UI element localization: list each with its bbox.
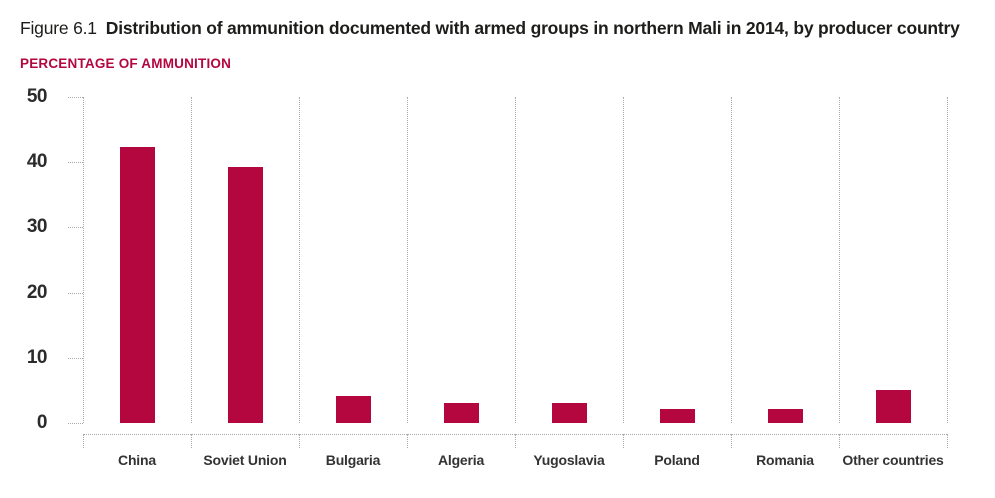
y-axis-line bbox=[83, 97, 84, 423]
y-axis-tick bbox=[68, 227, 83, 229]
bar bbox=[875, 389, 911, 423]
y-tick-label: 50 bbox=[26, 86, 48, 107]
column-gridline bbox=[407, 97, 408, 423]
x-axis-line bbox=[83, 434, 947, 435]
y-tick-label: 30 bbox=[26, 216, 48, 238]
x-category-label: Other countries bbox=[842, 452, 944, 468]
x-category-label: China bbox=[118, 452, 156, 468]
y-axis-tick bbox=[68, 423, 83, 424]
x-axis-tick bbox=[407, 434, 408, 448]
x-axis-tick bbox=[299, 434, 300, 448]
column-gridline bbox=[191, 97, 192, 423]
x-axis-tick bbox=[947, 434, 948, 448]
column-gridline bbox=[515, 97, 516, 423]
x-category-label: Soviet Union bbox=[203, 452, 287, 468]
x-category-label: Algeria bbox=[437, 452, 485, 468]
x-category-label: Yugoslavia bbox=[533, 452, 605, 468]
y-axis-tick bbox=[68, 97, 83, 98]
x-axis-tick bbox=[83, 434, 84, 448]
figure-number: Figure 6.1 bbox=[20, 18, 97, 38]
y-tick-label: 10 bbox=[26, 346, 48, 368]
column-gridline bbox=[623, 97, 624, 423]
x-category-label: Bulgaria bbox=[325, 452, 381, 468]
bar bbox=[659, 409, 695, 423]
y-tick-label: 40 bbox=[26, 151, 48, 173]
y-axis-tick bbox=[68, 162, 83, 164]
bar bbox=[227, 166, 263, 423]
x-axis-tick bbox=[191, 434, 192, 448]
y-axis-tick bbox=[68, 357, 83, 359]
y-tick-label: 20 bbox=[26, 281, 48, 303]
y-tick-label: 0 bbox=[36, 412, 48, 433]
figure-title-text: Distribution of ammunition documented wi… bbox=[105, 18, 960, 38]
y-axis-title: PERCENTAGE OF AMMUNITION bbox=[20, 56, 232, 71]
x-axis-tick bbox=[731, 434, 732, 448]
column-gridline bbox=[947, 97, 948, 423]
column-gridline bbox=[731, 97, 732, 423]
bar bbox=[767, 409, 803, 423]
column-gridline bbox=[839, 97, 840, 423]
bar bbox=[443, 402, 479, 423]
x-axis-tick bbox=[515, 434, 516, 448]
bar bbox=[335, 395, 371, 423]
column-gridline bbox=[299, 97, 300, 423]
bar bbox=[119, 146, 155, 423]
x-category-label: Poland bbox=[654, 452, 700, 468]
y-axis-tick bbox=[68, 292, 83, 294]
x-axis-tick bbox=[839, 434, 840, 448]
x-category-label: Romania bbox=[756, 452, 814, 468]
figure-title: Figure 6.1 Distribution of ammunition doc… bbox=[20, 18, 960, 39]
x-axis-tick bbox=[623, 434, 624, 448]
bar bbox=[551, 402, 587, 423]
